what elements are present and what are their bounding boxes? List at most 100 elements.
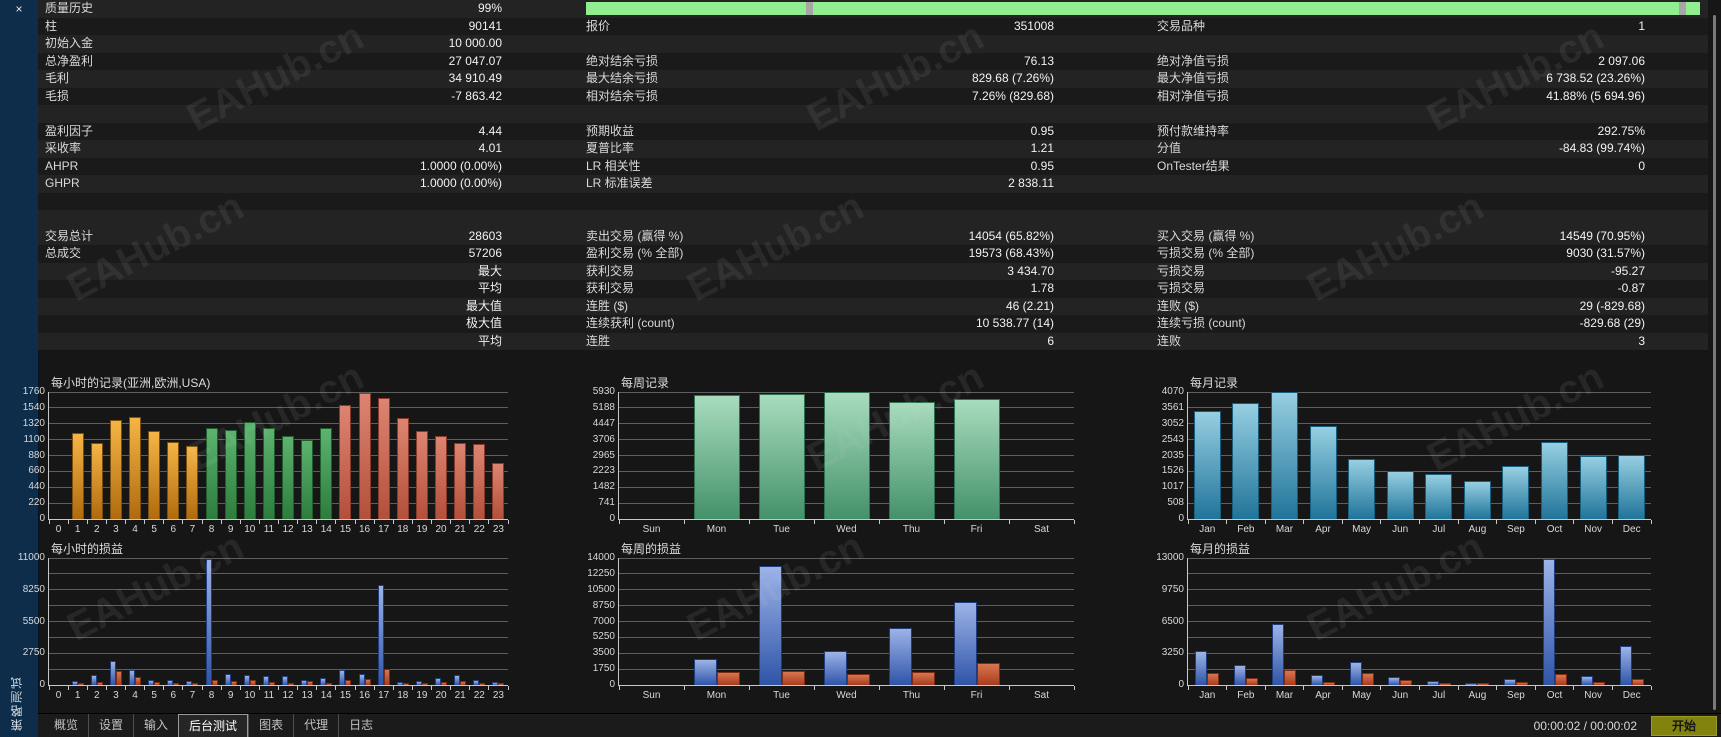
loss-bar: [460, 680, 467, 685]
vertical-scrollbar[interactable]: [1713, 15, 1716, 710]
loss-bar: [1593, 682, 1606, 685]
x-axis-tick: [450, 520, 452, 524]
profit-bar: [823, 651, 847, 685]
stat-value: 90141: [468, 18, 502, 33]
tab-journal[interactable]: 日志: [338, 714, 383, 737]
table-row: 初始入金 10 000.00: [38, 35, 1708, 53]
y-tick-label: 2965: [592, 449, 615, 461]
x-axis-tick: [258, 686, 260, 690]
stat-label: 最大净值亏损: [1157, 71, 1230, 85]
gridline: [49, 621, 508, 622]
record-bar: [148, 431, 161, 519]
gridline: [49, 589, 508, 591]
stat-label: 盈利交易 (% 全部): [586, 246, 684, 260]
loss-bar: [911, 672, 935, 685]
gridline: [49, 455, 508, 456]
x-tick-label: 17: [378, 524, 390, 535]
x-axis-tick: [813, 520, 815, 524]
record-bar: [1348, 459, 1376, 519]
start-button[interactable]: 开始: [1651, 715, 1717, 736]
profit-bar: [1233, 665, 1246, 685]
profit-bar: [693, 659, 717, 685]
table-row: [38, 105, 1708, 123]
x-axis-tick: [125, 520, 126, 524]
profit-bar: [1581, 676, 1594, 685]
record-bar: [953, 398, 1000, 519]
x-tick-label: 16: [359, 524, 371, 535]
tab-backtest[interactable]: 后台测试: [178, 714, 249, 737]
x-axis-tick: [1264, 520, 1266, 524]
x-axis-tick: [1611, 686, 1613, 690]
stat-label: 亏损交易: [1157, 281, 1206, 295]
record-bar: [167, 442, 180, 519]
x-tick-label: 5: [151, 690, 157, 701]
tab-chart[interactable]: 图表: [248, 714, 293, 737]
y-tick-label: 0: [39, 513, 45, 524]
x-axis-tick: [354, 520, 356, 524]
y-tick-label: 741: [598, 497, 615, 509]
profit-bar: [90, 674, 97, 685]
chart-title: 每周记录: [621, 376, 670, 390]
stat-value: 极大值: [465, 316, 502, 330]
record-bar: [1270, 392, 1298, 519]
tab-inputs[interactable]: 输入: [133, 714, 178, 737]
table-row: 极大值 连续获利 (count) 10 538.77 (14) 连续亏损 (count…: [38, 315, 1708, 333]
x-axis-tick: [1008, 520, 1010, 524]
x-axis-tick: [220, 520, 222, 524]
x-axis-tick: [144, 686, 146, 690]
gridline: [1188, 557, 1651, 559]
x-tick-label: 6: [170, 524, 177, 535]
x-axis-tick: [1496, 520, 1498, 524]
profit-bar: [1195, 651, 1208, 685]
y-tick-label: 5188: [592, 401, 615, 413]
record-bar: [758, 393, 805, 519]
x-tick-label: 20: [435, 524, 447, 535]
y-tick-label: 10500: [587, 583, 615, 595]
x-axis-tick: [67, 686, 69, 690]
x-axis-tick: [411, 686, 413, 690]
stat-value: 最大: [477, 263, 502, 278]
x-tick-label: 3: [113, 524, 119, 535]
profit-bar: [339, 670, 346, 685]
tab-agents[interactable]: 代理: [293, 714, 338, 737]
x-tick-label: Mar: [1275, 524, 1294, 535]
record-bar: [1309, 426, 1337, 519]
profit-bar: [301, 680, 308, 685]
x-tick-label: Jun: [1392, 690, 1409, 701]
progress-notch: [806, 2, 813, 15]
gridline: [619, 589, 1074, 591]
y-tick-label: 7000: [592, 615, 615, 627]
gridline: [1188, 391, 1651, 393]
stat-value: 平均: [477, 281, 502, 295]
stat-label: 相对净值亏损: [1157, 88, 1230, 103]
record-bar: [90, 442, 103, 519]
close-icon[interactable]: ×: [15, 2, 23, 16]
x-axis-tick: [488, 520, 490, 524]
gridline: [619, 573, 1074, 575]
y-tick-label: 5250: [592, 631, 615, 643]
profit-bar: [282, 676, 289, 685]
tab-settings[interactable]: 设置: [88, 714, 133, 737]
gridline: [49, 486, 508, 488]
loss-bar: [781, 671, 805, 685]
stat-label: 交易总计: [45, 228, 94, 243]
gridline: [1188, 589, 1651, 591]
stat-value: 2 097.06: [1598, 53, 1645, 68]
x-axis-tick: [1611, 520, 1613, 524]
tab-overview[interactable]: 概览: [54, 718, 79, 732]
table-row: 平均 连胜 6 连败 3: [38, 332, 1708, 350]
x-tick-label: Jun: [1392, 524, 1409, 535]
tester-bottom-bar: 概览 设置 输入 后台测试 图表 代理 日志 00:00:02 / 00:00:02 开始: [38, 713, 1721, 737]
x-tick-label: Sat: [1033, 524, 1049, 535]
profit-bar: [71, 680, 78, 685]
stat-value: 46 (2.21): [1005, 298, 1054, 313]
x-axis-tick: [618, 520, 620, 524]
gridline: [619, 557, 1074, 559]
stat-value: 41.88% (5 694.96): [1546, 88, 1645, 103]
profit-bar: [224, 673, 231, 685]
gridline: [1188, 486, 1651, 488]
table-row: 盈利因子 4.44 预期收益 0.95 预付款维持率 292.75%: [38, 122, 1708, 140]
x-axis-tick: [1264, 686, 1266, 690]
loss-bar: [192, 683, 199, 685]
gridline: [1188, 455, 1651, 456]
